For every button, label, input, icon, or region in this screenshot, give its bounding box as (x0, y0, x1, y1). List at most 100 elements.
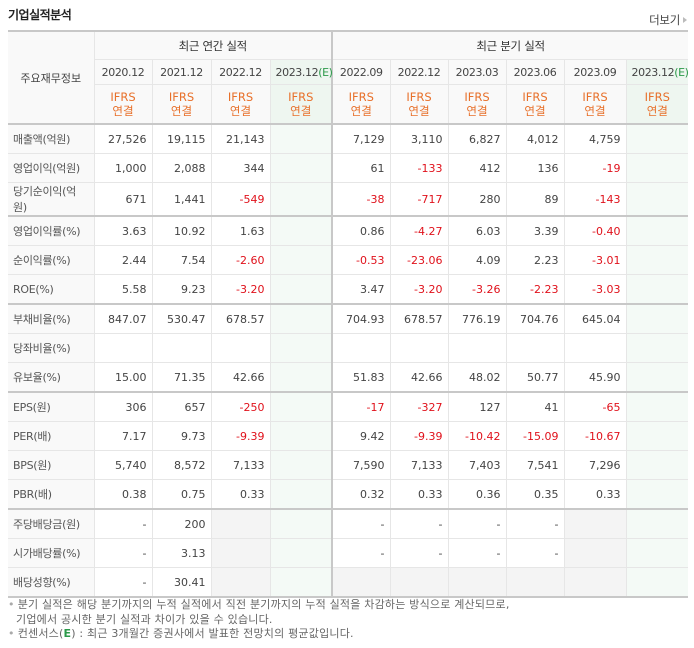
value-cell: 48.02 (447, 362, 507, 393)
value-cell: 3.63 (93, 215, 153, 246)
value-cell (563, 538, 627, 568)
value-cell: 5,740 (93, 450, 153, 480)
row-label: 당좌비율(%) (8, 333, 95, 363)
value-cell: 4,759 (563, 123, 627, 154)
value-cell: - (93, 567, 153, 598)
table-row: PBR(배) 0.38 0.75 0.33 0.32 0.33 0.36 0.35 0.33 (8, 479, 689, 510)
value-cell: - (93, 538, 153, 568)
table-row: ROE(%) 5.58 9.23 -3.20 3.47 -3.20 -3.26 -2.23 -3… (8, 274, 689, 305)
table-row: 시가배당률(%) -3.13- - - - (8, 538, 689, 568)
value-cell: 7,403 (447, 450, 507, 480)
value-cell: 7.17 (93, 421, 153, 451)
value-cell: -3.20 (210, 274, 271, 305)
value-cell: 657 (151, 391, 212, 422)
table-row: 배당성향(%) -30.41 (8, 567, 689, 598)
value-cell: 1.63 (210, 215, 271, 246)
period-header: 2021.12 (151, 59, 212, 85)
value-cell: -327 (389, 391, 449, 422)
value-cell: -17 (331, 391, 391, 422)
row-label: 매출액(억원) (8, 123, 95, 154)
value-cell: - (389, 508, 449, 539)
value-cell (210, 538, 271, 568)
value-cell: 704.93 (331, 303, 391, 334)
value-cell: 19,115 (151, 123, 212, 154)
value-cell: 412 (447, 153, 507, 183)
value-cell: 0.38 (93, 479, 153, 510)
value-cell: -717 (389, 182, 449, 217)
value-cell: 51.83 (331, 362, 391, 393)
value-cell (269, 333, 333, 363)
value-cell: 0.75 (151, 479, 212, 510)
value-cell: 7,296 (563, 450, 627, 480)
value-cell: 7,133 (210, 450, 271, 480)
period-header: 2023.12(E) (625, 59, 689, 85)
value-cell (269, 182, 333, 217)
value-cell: 3.39 (505, 215, 565, 246)
row-label: 영업이익(억원) (8, 153, 95, 183)
value-cell (269, 245, 333, 275)
value-cell (625, 450, 689, 480)
value-cell: 0.32 (331, 479, 391, 510)
ifrs-basis-label: IFRS 연결 (269, 84, 333, 125)
row-label: PER(배) (8, 421, 95, 451)
value-cell: 9.23 (151, 274, 212, 305)
value-cell: 280 (447, 182, 507, 217)
value-cell: 7,590 (331, 450, 391, 480)
value-cell: 1,441 (151, 182, 212, 217)
period-header: 2023.09 (563, 59, 627, 85)
period-header: 2022.12 (210, 59, 271, 85)
more-link[interactable]: 더보기 (649, 12, 687, 28)
arrow-right-icon (683, 17, 687, 23)
value-cell: -3.03 (563, 274, 627, 305)
value-cell: 9.73 (151, 421, 212, 451)
value-cell: - (505, 508, 565, 539)
table-row: 당기순이익(억원) 671 1,441 -549 -38 -717 280 89 -143 (8, 182, 689, 217)
value-cell: 45.90 (563, 362, 627, 393)
table-row: 부채비율(%) 847.07 530.47 678.57 704.93 678.57 776… (8, 303, 689, 334)
value-cell (269, 391, 333, 422)
value-cell (625, 182, 689, 217)
estimate-marker: (E) (674, 65, 689, 79)
value-cell: -3.01 (563, 245, 627, 275)
value-cell: 89 (505, 182, 565, 217)
row-label: 주당배당금(원) (8, 508, 95, 539)
value-cell (625, 567, 689, 598)
value-cell: -250 (210, 391, 271, 422)
value-cell: - (93, 508, 153, 539)
value-cell: - (447, 538, 507, 568)
value-cell: 9.42 (331, 421, 391, 451)
value-cell (625, 421, 689, 451)
value-cell: 200 (151, 508, 212, 539)
row-label: 영업이익률(%) (8, 215, 95, 246)
value-cell: - (505, 538, 565, 568)
value-cell: 5.58 (93, 274, 153, 305)
value-cell: 127 (447, 391, 507, 422)
value-cell: 10.92 (151, 215, 212, 246)
value-cell: -143 (563, 182, 627, 217)
value-cell (625, 303, 689, 334)
value-cell: -9.39 (210, 421, 271, 451)
ifrs-basis-label: IFRS 연결 (210, 84, 271, 125)
value-cell: 3,110 (389, 123, 449, 154)
estimate-marker: (E) (318, 65, 333, 79)
value-cell (210, 508, 271, 539)
value-cell (269, 479, 333, 510)
value-cell: -0.40 (563, 215, 627, 246)
row-label: 순이익률(%) (8, 245, 95, 275)
value-cell (625, 333, 689, 363)
value-cell: -4.27 (389, 215, 449, 246)
value-cell: 2.23 (505, 245, 565, 275)
value-cell: 678.57 (210, 303, 271, 334)
row-label: 유보율(%) (8, 362, 95, 393)
value-cell (331, 333, 391, 363)
value-cell (625, 215, 689, 246)
footnotes: • 분기 실적은 해당 분기까지의 누적 실적에서 직전 분기까지의 누적 실적을… (8, 598, 510, 642)
value-cell: 41 (505, 391, 565, 422)
table-row: 당좌비율(%) (8, 333, 689, 363)
value-cell: 530.47 (151, 303, 212, 334)
row-label: 부채비율(%) (8, 303, 95, 334)
value-cell: 71.35 (151, 362, 212, 393)
ifrs-basis-label: IFRS 연결 (505, 84, 565, 125)
value-cell: 776.19 (447, 303, 507, 334)
value-cell: -549 (210, 182, 271, 217)
